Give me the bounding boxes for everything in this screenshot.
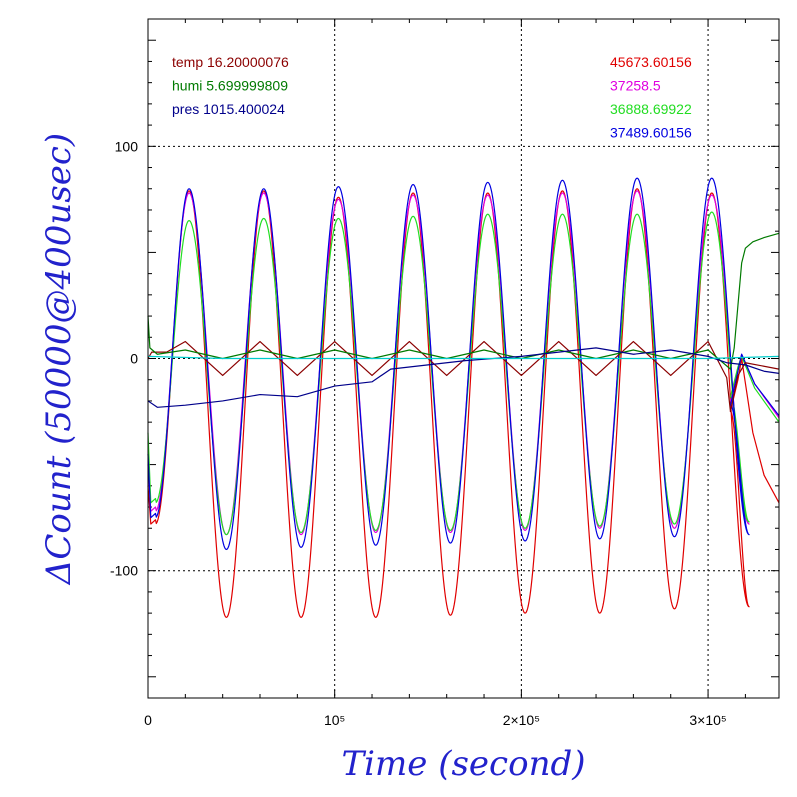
series-line-7 <box>147 355 780 360</box>
x-tick-label: 0 <box>144 712 152 728</box>
series-line-5 <box>147 232 780 370</box>
y-axis-title: ΔCount (50000@400usec) <box>39 133 79 586</box>
legend-entry: temp 16.20000076 <box>172 54 289 70</box>
series-group <box>147 177 780 618</box>
series-line-2 <box>147 211 780 536</box>
plot-frame <box>147 18 780 699</box>
series-line-6 <box>147 347 780 408</box>
y-tick-label: -100 <box>110 563 138 579</box>
legend-entry: 36888.69922 <box>610 101 692 117</box>
tick-labels: -100 0 100 0 10⁵ 2×10⁵ 3×10⁵ <box>110 138 727 728</box>
series-line-3 <box>147 177 780 551</box>
series-line-4 <box>147 340 780 413</box>
legend-entry: 37258.5 <box>610 78 661 94</box>
x-tick-label: 3×10⁵ <box>689 712 726 728</box>
legend-entry: 45673.60156 <box>610 54 692 70</box>
legend-entry: pres 1015.400024 <box>172 101 285 117</box>
x-tick-label: 2×10⁵ <box>503 712 540 728</box>
ticks <box>147 19 779 698</box>
x-axis-title: Time (second) <box>342 744 586 784</box>
legend-entry: humi 5.699999809 <box>172 78 288 94</box>
legend: temp 16.20000076 humi 5.699999809 pres 101… <box>172 54 692 141</box>
y-tick-label: 100 <box>115 138 139 154</box>
y-tick-label: 0 <box>130 351 138 367</box>
x-tick-label: 10⁵ <box>324 712 345 728</box>
legend-entry: 37489.60156 <box>610 125 692 141</box>
